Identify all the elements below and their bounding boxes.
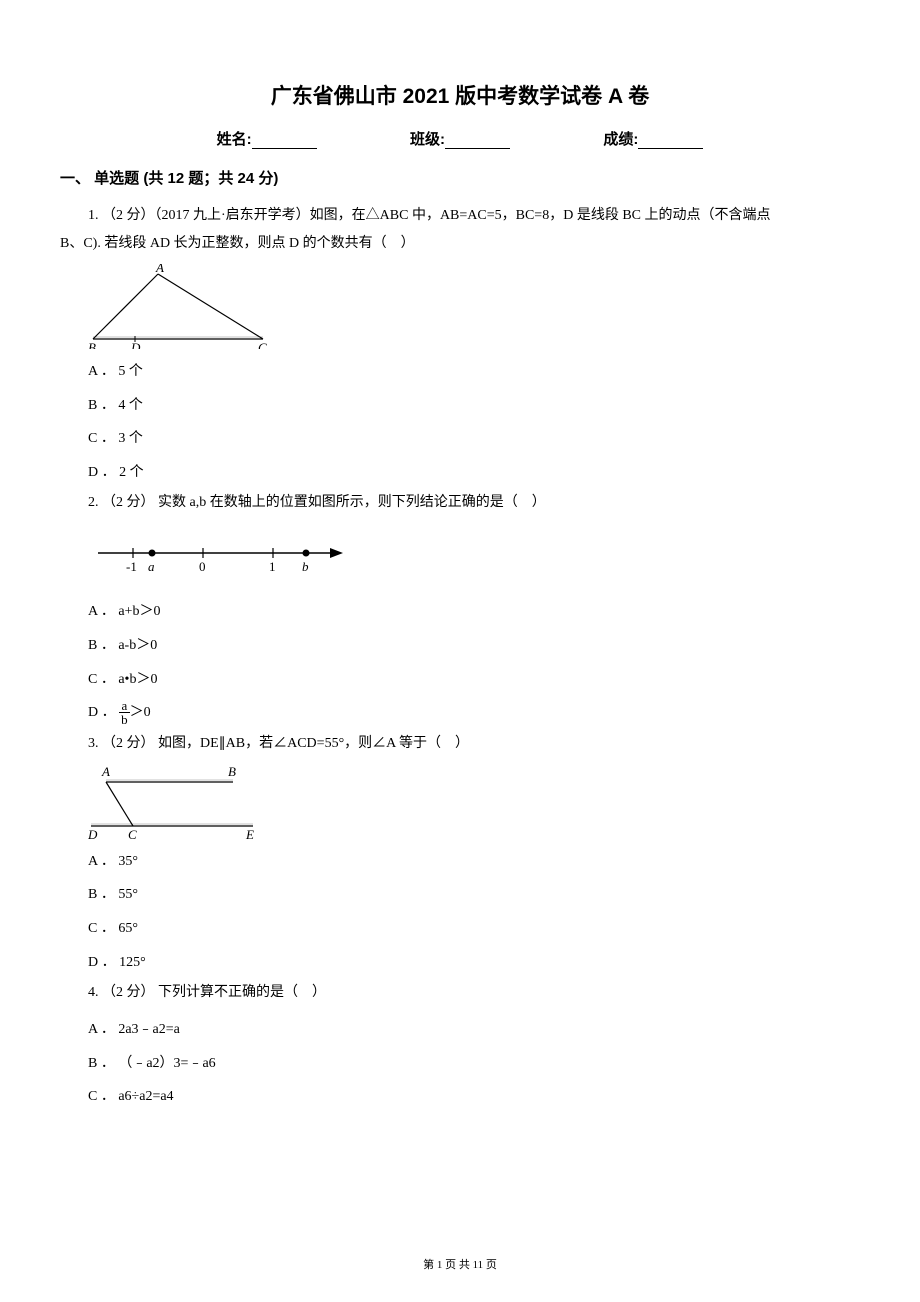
question-3: 3. （2 分） 如图，DE∥AB，若∠ACD=55°，则∠A 等于（ ）	[60, 730, 860, 758]
q2-optC: C ． a•b＞0	[60, 663, 860, 697]
svg-text:B: B	[228, 764, 236, 779]
q1-stem2: B、C). 若线段 AD 长为正整数，则点 D 的个数共有（ ）	[60, 230, 860, 258]
svg-text:b: b	[302, 559, 309, 574]
label-C: C	[258, 340, 267, 349]
q3-figure: A B D C E	[88, 764, 860, 839]
q2-optD: D ． ab＞0	[60, 696, 860, 730]
name-blank	[252, 133, 317, 149]
page-title: 广东省佛山市 2021 版中考数学试卷 A 卷	[60, 80, 860, 110]
q3-stem: 3. （2 分） 如图，DE∥AB，若∠ACD=55°，则∠A 等于（ ）	[60, 730, 860, 758]
svg-text:C: C	[128, 827, 137, 839]
info-row: 姓名: 班级: 成绩:	[60, 128, 860, 149]
q3-optA: A ． 35°	[60, 845, 860, 879]
q1-stem1: 1. （2 分）（2017 九上·启东开学考）如图，在△ABC 中，AB=AC=…	[60, 202, 860, 230]
name-label: 姓名:	[217, 131, 252, 148]
q4-optC: C ． a6÷a2=a4	[60, 1080, 860, 1114]
score-blank	[638, 133, 703, 149]
q2-stem: 2. （2 分） 实数 a,b 在数轴上的位置如图所示，则下列结论正确的是（ ）	[60, 489, 860, 517]
q1-optA: A ． 5 个	[60, 355, 860, 389]
q2-optB: B ． a-b＞0	[60, 629, 860, 663]
question-1: 1. （2 分）（2017 九上·启东开学考）如图，在△ABC 中，AB=AC=…	[60, 202, 860, 258]
q2-optA: A ． a+b＞0	[60, 595, 860, 629]
svg-text:0: 0	[199, 559, 206, 574]
q1-optC: C ． 3 个	[60, 422, 860, 456]
score-label: 成绩:	[603, 131, 638, 148]
svg-text:D: D	[88, 827, 98, 839]
q1-optB: B ． 4 个	[60, 389, 860, 423]
q3-optC: C ． 65°	[60, 912, 860, 946]
svg-text:-1: -1	[126, 559, 137, 574]
q2-figure: -1 a 0 1 b	[88, 535, 860, 577]
q4-optB: B ． （﹣a2）3=﹣a6	[60, 1047, 860, 1081]
q1-figure: A B D C	[88, 264, 860, 349]
q4-stem: 4. （2 分） 下列计算不正确的是（ ）	[60, 979, 860, 1007]
svg-text:1: 1	[269, 559, 276, 574]
q3-optB: B ． 55°	[60, 878, 860, 912]
page-footer: 第 1 页 共 11 页	[0, 1256, 920, 1272]
q4-optA: A ． 2a3﹣a2=a	[60, 1013, 860, 1047]
q3-optD: D ． 125°	[60, 946, 860, 980]
question-4: 4. （2 分） 下列计算不正确的是（ ）	[60, 979, 860, 1007]
section-header: 一、 单选题 (共 12 题；共 24 分)	[60, 167, 860, 188]
svg-text:a: a	[148, 559, 155, 574]
svg-text:A: A	[101, 764, 110, 779]
svg-text:E: E	[245, 827, 254, 839]
class-blank	[445, 133, 510, 149]
label-A: A	[155, 264, 164, 275]
class-label: 班级:	[410, 131, 445, 148]
question-2: 2. （2 分） 实数 a,b 在数轴上的位置如图所示，则下列结论正确的是（ ）	[60, 489, 860, 517]
label-B: B	[88, 340, 96, 349]
q1-optD: D ． 2 个	[60, 456, 860, 490]
